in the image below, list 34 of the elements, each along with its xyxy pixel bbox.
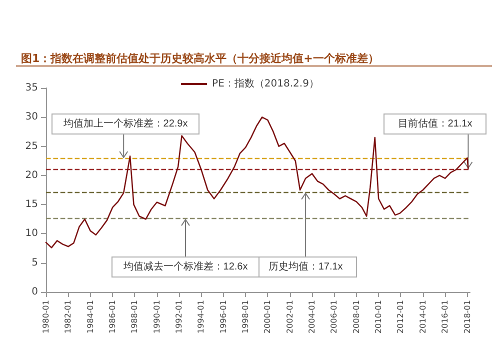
y-tick-label: 35 bbox=[25, 82, 38, 94]
x-tick-label: 2010-01 bbox=[374, 300, 384, 334]
x-tick-label: 2000-01 bbox=[263, 300, 272, 334]
y-tick-label: 15 bbox=[25, 199, 38, 210]
chart-title: 图1：指数在调整前估值处于历史较高水平（十分接近均值+一个标准差） bbox=[21, 52, 379, 65]
y-tick-label: 5 bbox=[32, 257, 38, 268]
annotation: 历史均值：17.1x bbox=[268, 260, 343, 272]
x-tick-label: 1980-01 bbox=[42, 300, 50, 334]
x-tick-label: 2016-01 bbox=[440, 300, 450, 334]
x-tick-label: 1984-01 bbox=[86, 300, 95, 334]
x-tick-label: 1990-01 bbox=[152, 300, 162, 334]
x-tick-label: 1994-01 bbox=[196, 300, 206, 334]
x-tick-label: 1996-01 bbox=[218, 300, 228, 334]
annotation: 目前估值：21.1x bbox=[398, 118, 472, 130]
y-tick-label: 10 bbox=[25, 228, 38, 240]
x-tick-label: 1988-01 bbox=[130, 300, 140, 334]
x-tick-label: 1982-01 bbox=[64, 300, 73, 334]
y-tick-label: 0 bbox=[32, 286, 38, 298]
y-tick-label: 25 bbox=[25, 140, 38, 152]
x-tick-label: 2004-01 bbox=[308, 300, 317, 334]
x-tick-label: 2008-01 bbox=[352, 300, 361, 334]
y-tick-label: 20 bbox=[25, 170, 38, 181]
legend-label: PE：指数（2018.2.9） bbox=[212, 78, 319, 90]
x-tick-label: 2018-01 bbox=[462, 300, 472, 334]
x-tick-label: 2014-01 bbox=[418, 300, 428, 334]
y-tick-label: 30 bbox=[25, 112, 38, 123]
annotation: 均值减去一个标准差：12.6x bbox=[122, 260, 248, 272]
x-tick-label: 1992-01 bbox=[174, 300, 184, 334]
x-tick-label: 1998-01 bbox=[241, 300, 250, 334]
x-tick-label: 2012-01 bbox=[396, 300, 406, 334]
annotation: 均值加上一个标准差：22.9x bbox=[62, 118, 188, 130]
x-tick-label: 2006-01 bbox=[330, 300, 339, 334]
x-tick-label: 1986-01 bbox=[108, 300, 118, 334]
x-tick-label: 2002-01 bbox=[285, 300, 294, 334]
